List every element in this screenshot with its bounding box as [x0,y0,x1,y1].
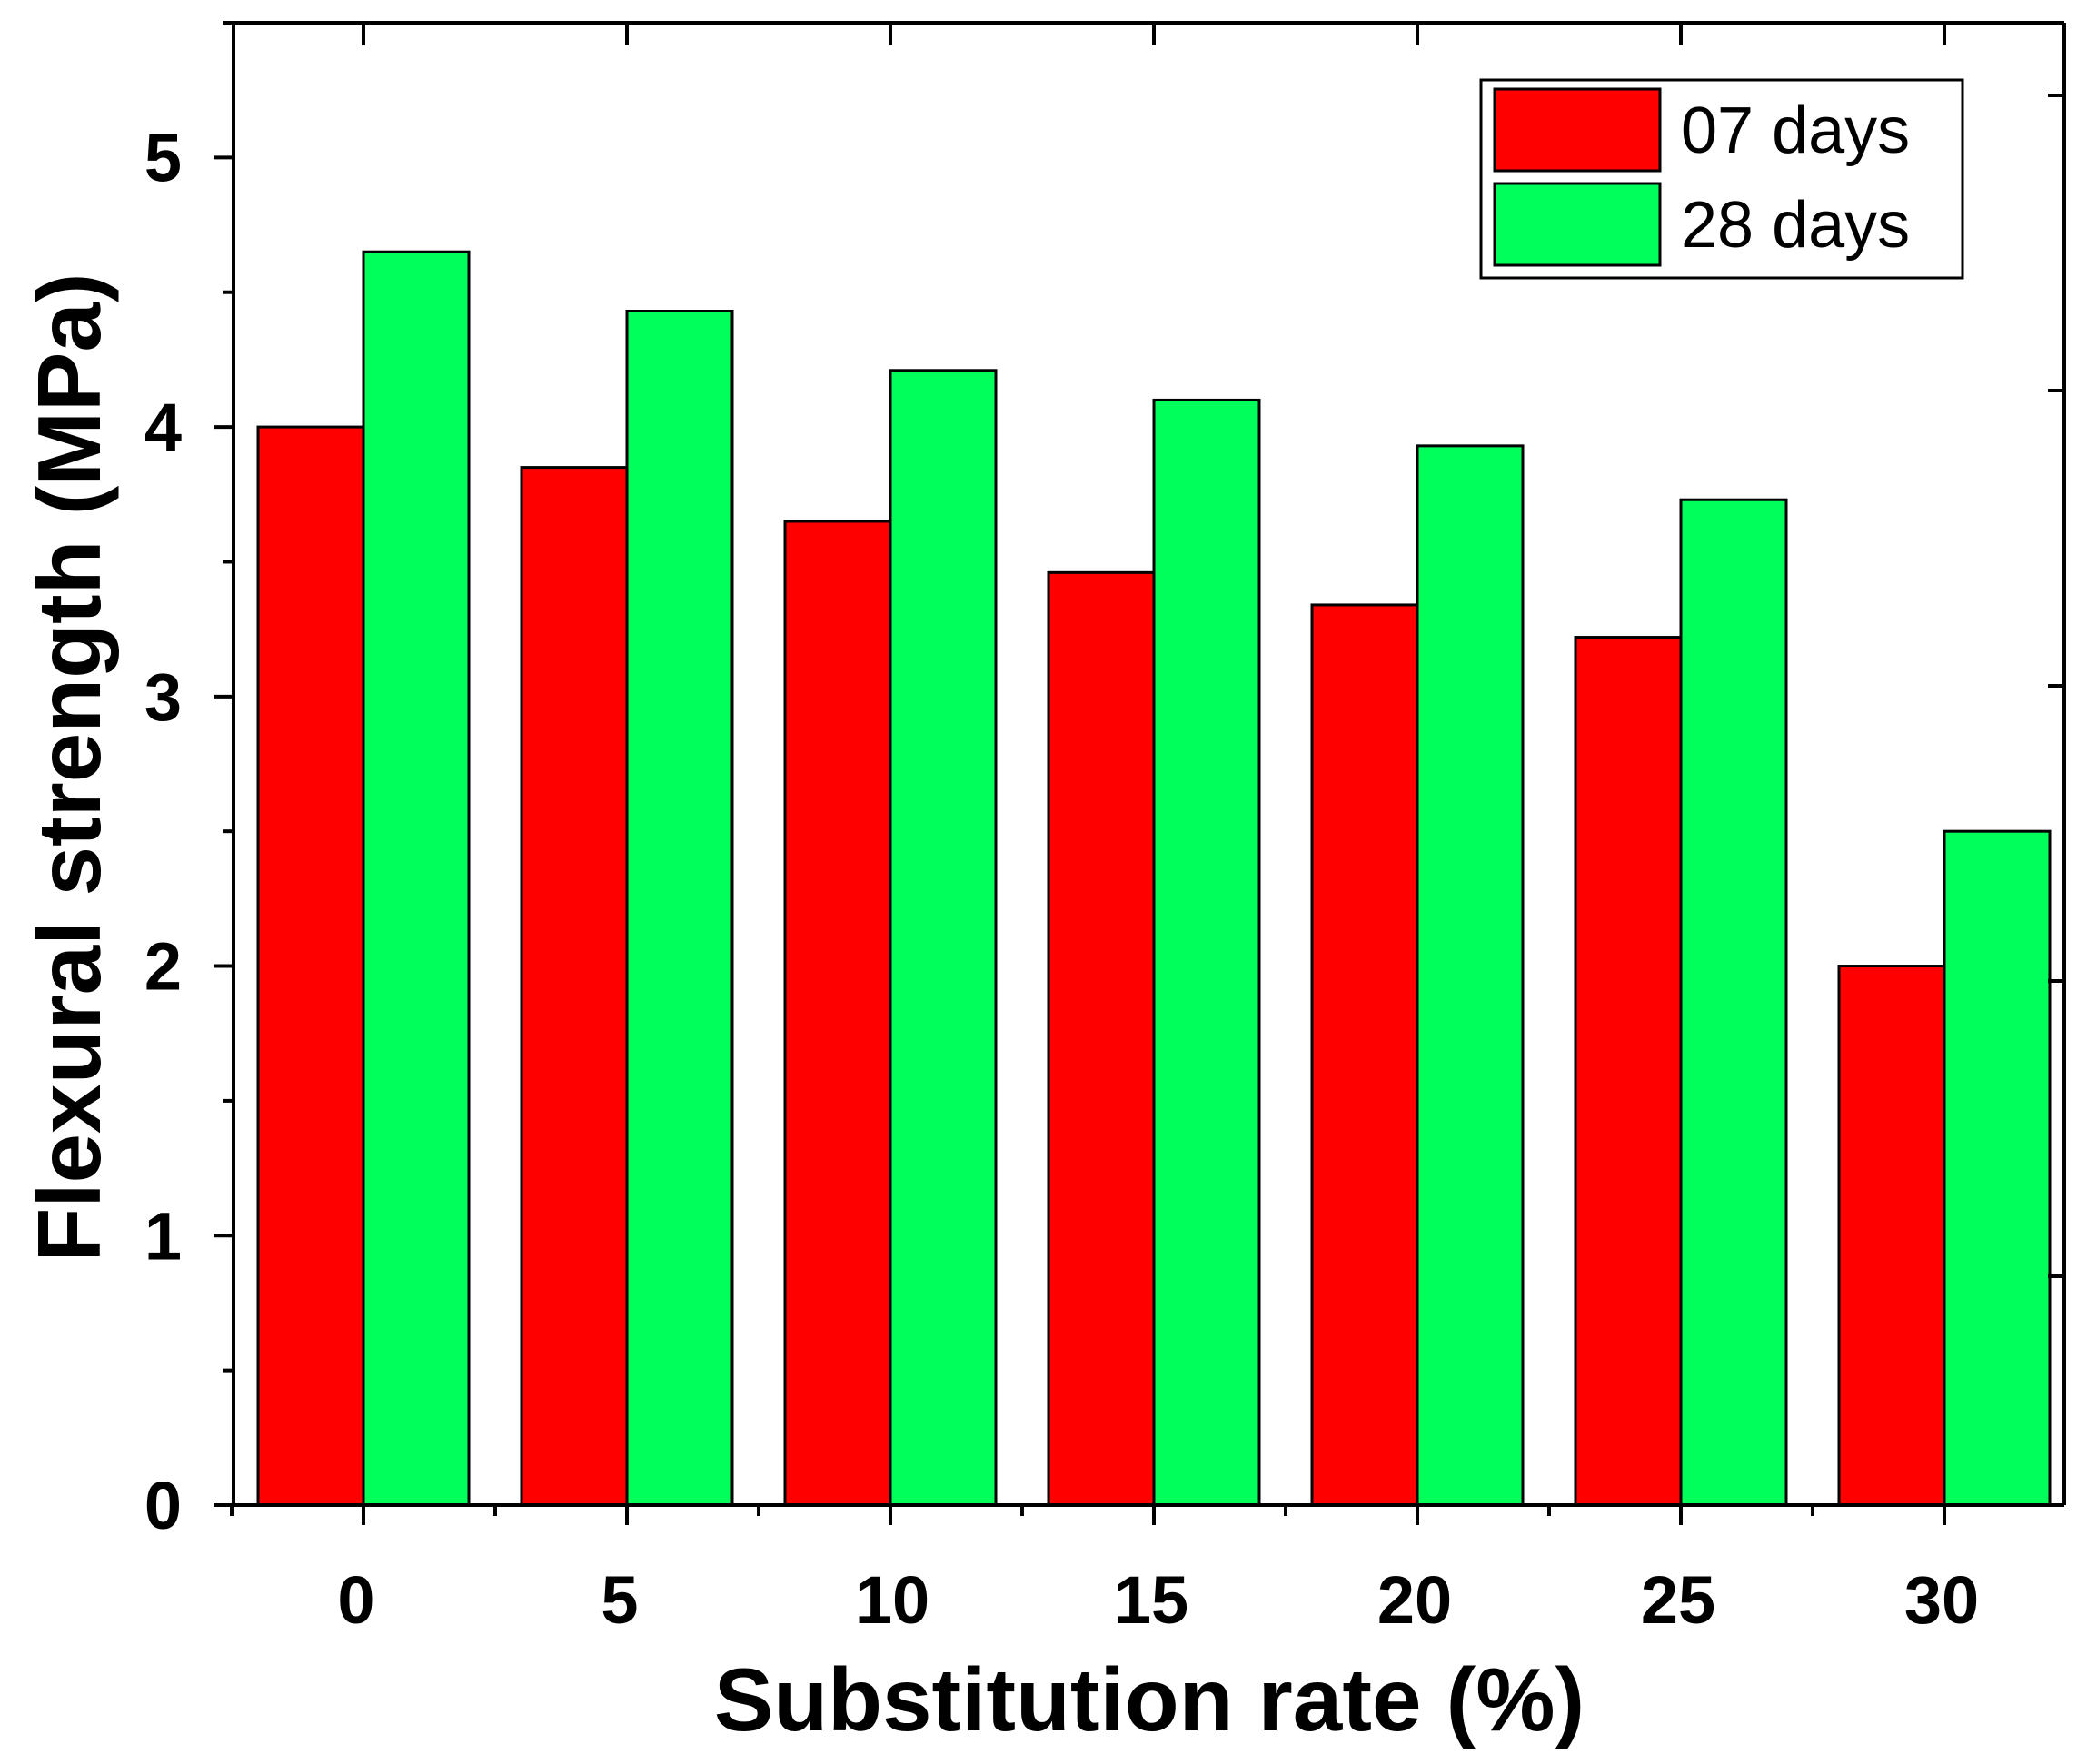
legend: 07 days 28 days [1479,78,1964,280]
y-tick-label-5: 5 [144,120,182,195]
bar-07-days-15 [1047,570,1156,1507]
x-tick-label-10: 10 [855,1562,929,1638]
y-tick-label-3: 3 [144,659,182,735]
bar-28-days-30 [1943,829,2052,1507]
x-tick-label-25: 25 [1641,1562,1715,1638]
bar-07-days-30 [1837,965,1946,1507]
bar-07-days-0 [256,425,365,1507]
y-tick-label-1: 1 [144,1198,182,1273]
legend-label-07-days: 07 days [1681,94,1910,167]
bars-layer [256,250,2052,1507]
y-tick-label-0: 0 [144,1468,182,1543]
bar-28-days-15 [1152,398,1261,1507]
bar-07-days-20 [1310,603,1419,1507]
y-tick-label-2: 2 [144,929,182,1005]
bar-07-days-5 [520,466,629,1507]
x-tick-label-15: 15 [1114,1562,1188,1638]
bar-28-days-5 [625,309,734,1507]
axes-layer [214,21,2066,1525]
x-tick-label-20: 20 [1377,1562,1452,1638]
y-tick-label-4: 4 [144,390,182,465]
legend-label-28-days: 28 days [1681,189,1910,262]
legend-swatch-07-days [1493,87,1662,173]
bar-28-days-25 [1679,498,1788,1507]
bar-07-days-10 [783,520,892,1507]
labels-layer: 0 1 2 3 4 5 0 5 10 15 20 25 30 Substitution rate (%) F… [19,120,1979,1749]
x-tick-label-30: 30 [1904,1562,1979,1638]
x-axis-title: Substitution rate (%) [714,1650,1585,1749]
legend-swatch-28-days [1493,182,1662,267]
bar-28-days-10 [889,369,998,1507]
bar-28-days-20 [1416,444,1525,1507]
y-axis-title: Flexural strength (MPa) [19,273,119,1262]
bar-07-days-25 [1574,636,1683,1507]
bar-28-days-0 [362,250,471,1507]
x-tick-label-0: 0 [337,1562,374,1638]
x-tick-label-5: 5 [601,1562,638,1638]
